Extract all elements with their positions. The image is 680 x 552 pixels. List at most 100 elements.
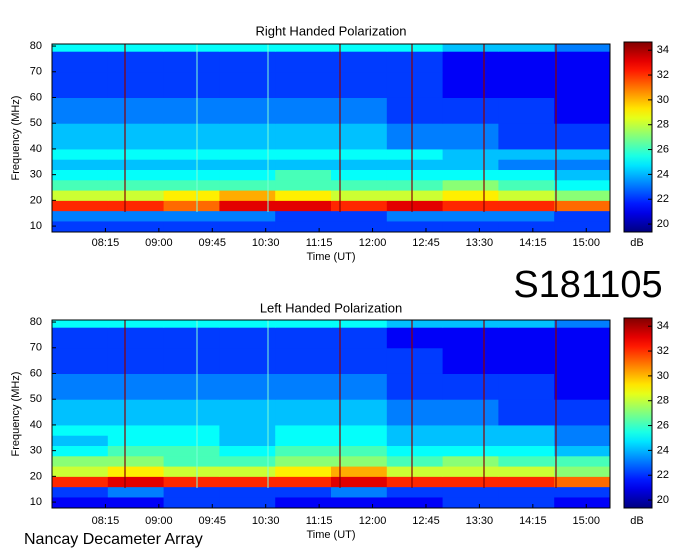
- heatmap-cell: [498, 327, 555, 349]
- heatmap-cell: [163, 179, 220, 191]
- heatmap-cell: [163, 496, 220, 508]
- heatmap-cell: [52, 200, 109, 212]
- heatmap-cell: [275, 486, 332, 498]
- heatmap-cell: [163, 220, 220, 232]
- heatmap-cell: [275, 347, 332, 374]
- heatmap-cell: [331, 200, 388, 212]
- heatmap-cell: [386, 319, 444, 328]
- heatmap-cell: [163, 455, 220, 467]
- heatmap-cell: [219, 455, 276, 467]
- heatmap-cell: [442, 455, 499, 467]
- x-tick-label: 08:15: [92, 237, 120, 249]
- x-tick-label: 10:30: [252, 515, 280, 527]
- heatmap-cell: [498, 220, 555, 232]
- heatmap-cell: [442, 71, 499, 98]
- heatmap-cell: [498, 200, 555, 212]
- heatmap-cell: [386, 179, 444, 191]
- heatmap-cell: [163, 43, 220, 52]
- heatmap-cell: [275, 169, 332, 181]
- heatmap-cell: [386, 496, 444, 508]
- heatmap-cell: [331, 190, 388, 201]
- heatmap-cell: [275, 210, 332, 222]
- heatmap-cell: [163, 399, 220, 426]
- heatmap-cell: [498, 51, 555, 73]
- heatmap-cell: [554, 97, 611, 124]
- heatmap-cell: [219, 347, 276, 374]
- heatmap-cell: [275, 373, 332, 400]
- y-tick-label: 50: [30, 393, 42, 405]
- heatmap-cell: [331, 476, 388, 488]
- heatmap-cell: [554, 169, 611, 181]
- heatmap-cell: [52, 190, 109, 201]
- heatmap-cell: [554, 210, 611, 222]
- heatmap-cell: [219, 496, 276, 508]
- heatmap-cell: [107, 455, 165, 467]
- colorbar-tick-label: 28: [657, 119, 669, 131]
- heatmap-cell: [163, 424, 220, 436]
- heatmap-cell: [498, 435, 555, 447]
- heatmap-cell: [498, 190, 555, 201]
- heatmap-cell: [52, 347, 109, 374]
- x-tick-label: 13:30: [466, 515, 494, 527]
- heatmap-cell: [386, 455, 444, 467]
- heatmap-cell: [107, 169, 165, 181]
- heatmap-cell: [554, 476, 611, 488]
- heatmap-cell: [498, 486, 555, 498]
- heatmap-cell: [386, 347, 444, 374]
- heatmap-cell: [275, 43, 332, 52]
- heatmap-cell: [554, 43, 611, 52]
- y-tick-label: 10: [30, 496, 42, 508]
- heatmap-cell: [107, 200, 165, 212]
- heatmap-cell: [52, 51, 109, 73]
- heatmap-cell: [498, 476, 555, 488]
- heatmap-cell: [275, 399, 332, 426]
- heatmap-cell: [331, 169, 388, 181]
- heatmap-cell: [52, 97, 109, 124]
- heatmap-cell: [498, 399, 555, 426]
- heatmap-cell: [219, 319, 276, 328]
- heatmap-cell: [331, 319, 388, 328]
- heatmap-cell: [442, 476, 499, 488]
- heatmap-cell: [498, 347, 555, 374]
- x-tick-label: 10:30: [252, 237, 280, 249]
- heatmap-cell: [219, 123, 276, 150]
- colorbar-tick-label: 34: [657, 44, 669, 56]
- y-tick-label: 60: [30, 91, 42, 103]
- heatmap-cell: [331, 435, 388, 447]
- heatmap-cell: [219, 190, 276, 201]
- panel-title: Right Handed Polarization: [255, 23, 406, 38]
- heatmap-cell: [107, 496, 165, 508]
- heatmap-cell: [219, 399, 276, 426]
- heatmap-cell: [442, 327, 499, 349]
- x-tick-label: 09:45: [199, 237, 227, 249]
- heatmap-cell: [52, 43, 109, 52]
- heatmap-cell: [52, 71, 109, 98]
- heatmap-cell: [554, 373, 611, 400]
- heatmap-cell: [386, 97, 444, 124]
- heatmap-cell: [219, 71, 276, 98]
- x-tick-label: 09:00: [145, 237, 173, 249]
- heatmap-cell: [107, 476, 165, 488]
- heatmap-cell: [498, 159, 555, 171]
- heatmap-cell: [442, 466, 499, 477]
- heatmap-cell: [331, 159, 388, 171]
- heatmap-cell: [275, 455, 332, 467]
- heatmap-cell: [163, 200, 220, 212]
- colorbar-tick-label: 32: [657, 345, 669, 357]
- heatmap-cell: [275, 190, 332, 201]
- x-tick-label: 14:15: [519, 237, 547, 249]
- heatmap-cell: [107, 424, 165, 436]
- heatmap-cell: [386, 476, 444, 488]
- heatmap-cell: [554, 123, 611, 150]
- y-tick-label: 20: [30, 470, 42, 482]
- colorbar-tick-label: 20: [657, 218, 669, 230]
- heatmap-cell: [331, 466, 388, 477]
- x-tick-label: 08:15: [92, 515, 120, 527]
- heatmap-cell: [386, 71, 444, 98]
- source-label: Nancay Decameter Array: [24, 531, 203, 548]
- y-tick-label: 60: [30, 367, 42, 379]
- heatmap-cell: [498, 424, 555, 436]
- heatmap-cell: [386, 43, 444, 52]
- heatmap-cell: [386, 486, 444, 498]
- y-tick-label: 30: [30, 445, 42, 457]
